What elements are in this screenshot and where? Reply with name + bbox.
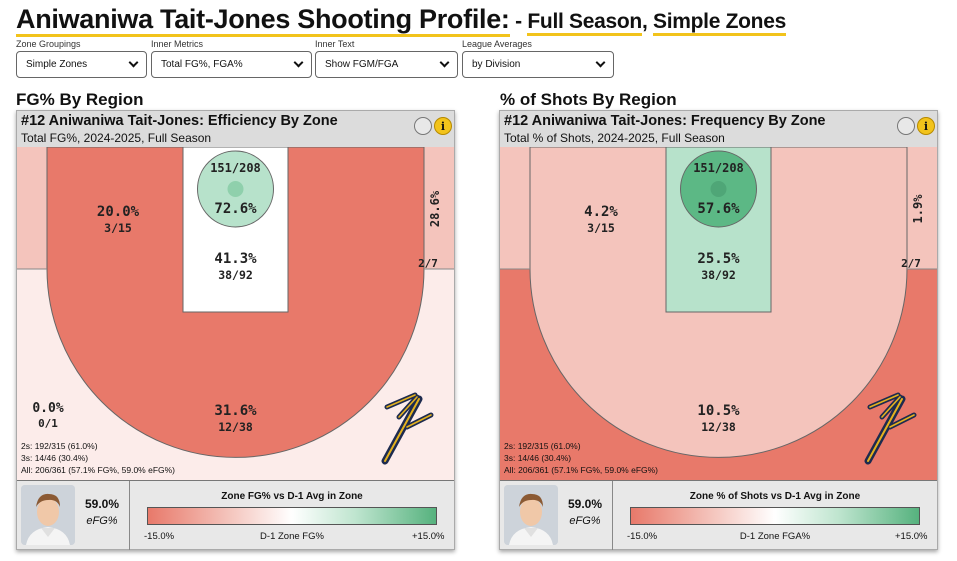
corner-right-pct: 1.9% xyxy=(911,194,925,224)
scale-min: -15.0% xyxy=(627,531,658,542)
shots-region-heading: % of Shots By Region xyxy=(500,90,677,109)
paint-frac: 38/92 xyxy=(218,268,253,282)
midrange-pct: 4.2% xyxy=(584,204,618,220)
summary-all: All: 206/361 (57.1% FG%, 59.0% eFG%) xyxy=(21,465,175,475)
info-icon[interactable]: i xyxy=(434,117,452,135)
inner-text-value: Show FGM/FGA xyxy=(325,59,399,70)
inner-text-label: Inner Text xyxy=(315,39,355,49)
rim-frac: 151/208 xyxy=(210,161,261,175)
inner-text-filter: Inner Text Show FGM/FGA xyxy=(315,38,458,78)
league-averages-label: League Averages xyxy=(462,39,532,49)
zone-groupings-label: Zone Groupings xyxy=(16,39,81,49)
chevron-down-icon xyxy=(293,57,304,68)
paint-pct: 25.5% xyxy=(697,251,740,267)
scale-mid: D-1 Zone FG% xyxy=(260,531,324,542)
efficiency-card-subtitle: Total FG%, 2024-2025, Full Season xyxy=(21,131,212,145)
rim-pct: 57.6% xyxy=(697,201,740,217)
footer-divider xyxy=(129,481,130,550)
summary-2s: 2s: 192/315 (61.0%) xyxy=(504,441,581,451)
scale-max: +15.0% xyxy=(895,531,928,542)
scale-min: -15.0% xyxy=(144,531,175,542)
corner-left-frac: 0/1 xyxy=(38,417,58,430)
info-icon[interactable]: i xyxy=(917,117,935,135)
three-pct: 10.5% xyxy=(697,403,740,419)
zone-groupings-filter: Zone Groupings Simple Zones xyxy=(16,38,147,78)
corner-left-zone[interactable] xyxy=(17,147,47,269)
chevron-down-icon xyxy=(595,57,606,68)
midrange-frac: 3/15 xyxy=(587,221,615,235)
zone-groupings-select[interactable]: Simple Zones xyxy=(16,51,147,78)
rim-frac: 151/208 xyxy=(693,161,744,175)
corner-right-frac: 2/7 xyxy=(901,257,921,270)
summary-2s: 2s: 192/315 (61.0%) xyxy=(21,441,98,451)
footer-divider xyxy=(612,481,613,550)
toggle-circle-button[interactable] xyxy=(414,117,432,135)
paint-frac: 38/92 xyxy=(701,268,736,282)
chevron-down-icon xyxy=(128,57,139,68)
scale-title: Zone % of Shots vs D-1 Avg in Zone xyxy=(689,491,861,502)
efficiency-card: #12 Aniwaniwa Tait-Jones: Efficiency By … xyxy=(16,110,455,550)
frequency-card-subtitle: Total % of Shots, 2024-2025, Full Season xyxy=(504,131,725,145)
efg-value: 59.0% xyxy=(84,497,120,511)
title-comma: , xyxy=(641,10,654,33)
corner-right-frac: 2/7 xyxy=(418,257,438,270)
player-avatar xyxy=(21,485,75,545)
page-title: Aniwaniwa Tait-Jones Shooting Profile: -… xyxy=(16,4,786,37)
trident-logo-icon xyxy=(381,392,434,465)
efficiency-card-header: #12 Aniwaniwa Tait-Jones: Efficiency By … xyxy=(17,111,454,147)
corner-right-zone[interactable] xyxy=(424,147,454,269)
player-avatar xyxy=(504,485,558,545)
scale-max: +15.0% xyxy=(412,531,445,542)
title-season: Full Season xyxy=(527,10,642,36)
frequency-card-title: #12 Aniwaniwa Tait-Jones: Frequency By Z… xyxy=(504,113,826,129)
inner-text-select[interactable]: Show FGM/FGA xyxy=(315,51,458,78)
corner-right-pct: 28.6% xyxy=(428,190,442,227)
summary-3s: 3s: 14/46 (30.4%) xyxy=(504,453,571,463)
corner-left-pct: 0.0% xyxy=(32,401,63,416)
efg-label: eFG% xyxy=(86,515,118,527)
corner-left-zone[interactable] xyxy=(500,147,530,269)
frequency-court-chart: 151/208 57.6% 25.5% 38/92 4.2% 3/15 1.9%… xyxy=(500,147,937,480)
frequency-card-header: #12 Aniwaniwa Tait-Jones: Frequency By Z… xyxy=(500,111,937,147)
midrange-frac: 3/15 xyxy=(104,221,132,235)
three-frac: 12/38 xyxy=(218,420,253,434)
color-scale-bar xyxy=(147,507,437,525)
efficiency-footer: 59.0% eFG% Zone FG% vs D-1 Avg in Zone -… xyxy=(17,480,454,550)
title-zones: Simple Zones xyxy=(653,10,786,36)
player-title: Aniwaniwa Tait-Jones Shooting Profile: xyxy=(16,4,510,37)
corner-right-zone[interactable] xyxy=(907,147,937,269)
zone-groupings-value: Simple Zones xyxy=(26,59,88,70)
summary-3s: 3s: 14/46 (30.4%) xyxy=(21,453,88,463)
midrange-pct: 20.0% xyxy=(97,204,140,220)
three-pct: 31.6% xyxy=(214,403,257,419)
inner-metrics-label: Inner Metrics xyxy=(151,39,204,49)
frequency-card: #12 Aniwaniwa Tait-Jones: Frequency By Z… xyxy=(499,110,938,550)
league-averages-filter: League Averages by Division xyxy=(462,38,614,78)
fg-region-heading: FG% By Region xyxy=(16,90,144,109)
inner-metrics-filter: Inner Metrics Total FG%, FGA% xyxy=(151,38,312,78)
efficiency-court-chart: 151/208 72.6% 41.3% 38/92 20.0% 3/15 0.0… xyxy=(17,147,454,480)
efficiency-card-title: #12 Aniwaniwa Tait-Jones: Efficiency By … xyxy=(21,113,338,129)
frequency-footer: 59.0% eFG% Zone % of Shots vs D-1 Avg in… xyxy=(500,480,937,550)
efg-value: 59.0% xyxy=(567,497,603,511)
toggle-circle-button[interactable] xyxy=(897,117,915,135)
inner-metrics-select[interactable]: Total FG%, FGA% xyxy=(151,51,312,78)
rim-pct: 72.6% xyxy=(214,201,257,217)
league-averages-select[interactable]: by Division xyxy=(462,51,614,78)
chevron-down-icon xyxy=(439,57,450,68)
color-scale-bar xyxy=(630,507,920,525)
three-frac: 12/38 xyxy=(701,420,736,434)
hoop-marker xyxy=(710,181,727,197)
title-dash: - xyxy=(509,10,528,33)
scale-title: Zone FG% vs D-1 Avg in Zone xyxy=(221,491,363,502)
league-averages-value: by Division xyxy=(472,59,521,70)
paint-pct: 41.3% xyxy=(214,251,257,267)
trident-logo-icon xyxy=(864,392,917,465)
summary-all: All: 206/361 (57.1% FG%, 59.0% eFG%) xyxy=(504,465,658,475)
efg-label: eFG% xyxy=(569,515,601,527)
inner-metrics-value: Total FG%, FGA% xyxy=(161,59,243,70)
scale-mid: D-1 Zone FGA% xyxy=(739,531,811,542)
hoop-marker xyxy=(227,181,244,197)
